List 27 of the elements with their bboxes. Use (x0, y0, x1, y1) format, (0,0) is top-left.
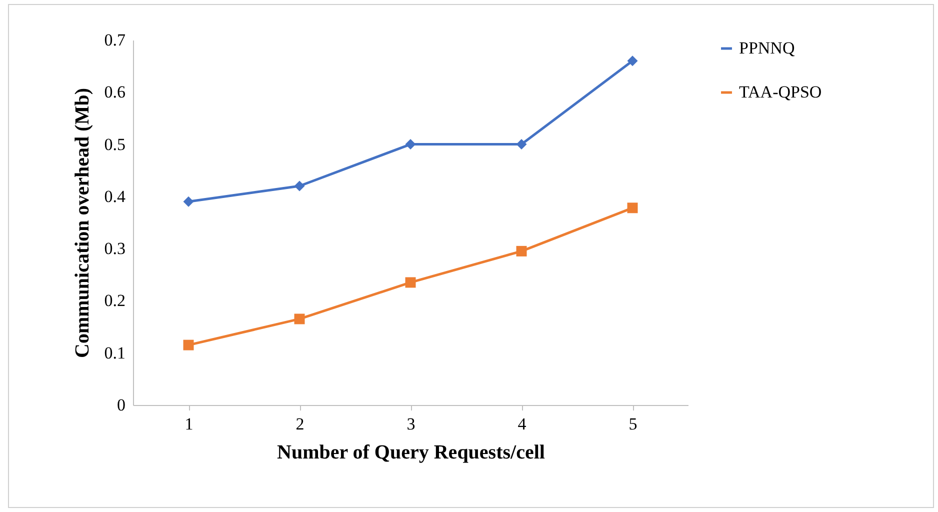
point (516, 246, 527, 256)
x-tick-label: 3 (406, 414, 416, 434)
y-tick-label: 0.5 (104, 134, 126, 154)
x-axis-title: Number of Query Requests/cell (277, 442, 546, 464)
point (183, 340, 194, 350)
x-tick-label: 5 (628, 414, 638, 434)
legend-label: TAA-QPSO (739, 82, 822, 102)
x-tick-label: 2 (296, 414, 304, 434)
y-tick-label: 0 (117, 396, 126, 414)
point (627, 56, 638, 66)
y-axis-title: Communication overhead (Mb) (71, 88, 94, 358)
y-tick-label: 0.3 (104, 239, 126, 258)
y-tick-label: 0.7 (104, 30, 126, 50)
point (405, 277, 416, 288)
y-tick-label: 0.4 (104, 186, 126, 206)
point (294, 314, 305, 324)
legend-label: PPNNQ (739, 38, 795, 58)
point (405, 139, 416, 150)
point (294, 180, 305, 192)
x-tick-label: 4 (518, 414, 527, 434)
point (627, 202, 638, 214)
point (183, 196, 194, 207)
point (516, 139, 527, 150)
y-tick-label: 0.1 (104, 343, 126, 362)
y-tick-label: 0.6 (104, 82, 126, 102)
y-tick-label: 0.2 (104, 291, 126, 310)
x-tick-label: 1 (184, 414, 194, 434)
